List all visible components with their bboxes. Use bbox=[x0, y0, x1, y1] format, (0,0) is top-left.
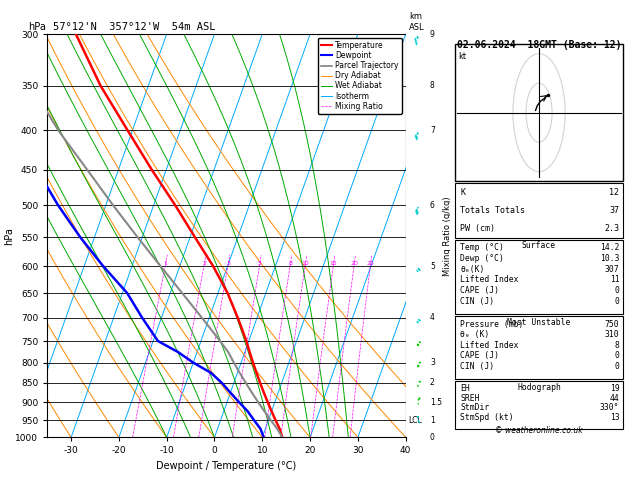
Text: 6: 6 bbox=[430, 201, 435, 209]
Text: θₑ(K): θₑ(K) bbox=[460, 265, 485, 274]
Text: Temp (°C): Temp (°C) bbox=[460, 243, 504, 252]
Text: 0: 0 bbox=[615, 362, 620, 371]
Text: 12: 12 bbox=[610, 188, 620, 197]
Text: 10.3: 10.3 bbox=[600, 254, 620, 263]
Text: 14.2: 14.2 bbox=[600, 243, 620, 252]
Text: Lifted Index: Lifted Index bbox=[460, 276, 519, 284]
Text: 1: 1 bbox=[164, 261, 167, 266]
Text: 8: 8 bbox=[430, 81, 435, 90]
Text: 19: 19 bbox=[610, 384, 620, 393]
Text: 0: 0 bbox=[430, 433, 435, 442]
Text: StmDir: StmDir bbox=[460, 403, 490, 413]
Text: 2.3: 2.3 bbox=[604, 224, 620, 233]
Text: 3: 3 bbox=[226, 261, 230, 266]
Text: 25: 25 bbox=[367, 261, 375, 266]
Text: 3: 3 bbox=[430, 358, 435, 367]
Text: Pressure (mb): Pressure (mb) bbox=[460, 320, 524, 329]
Text: kt: kt bbox=[459, 52, 467, 61]
Text: Dewp (°C): Dewp (°C) bbox=[460, 254, 504, 263]
Text: 10: 10 bbox=[302, 261, 309, 266]
Text: 0: 0 bbox=[615, 286, 620, 295]
Text: SREH: SREH bbox=[460, 394, 480, 403]
Text: 4: 4 bbox=[430, 313, 435, 322]
Bar bbox=[455, 316, 623, 379]
Bar bbox=[455, 381, 623, 429]
Text: 5: 5 bbox=[258, 261, 262, 266]
Text: 15: 15 bbox=[330, 261, 338, 266]
Text: 0: 0 bbox=[615, 351, 620, 360]
Bar bbox=[455, 240, 623, 314]
Text: CAPE (J): CAPE (J) bbox=[460, 351, 499, 360]
Text: StmSpd (kt): StmSpd (kt) bbox=[460, 413, 514, 422]
Text: 1.5: 1.5 bbox=[430, 398, 442, 407]
Text: Most Unstable: Most Unstable bbox=[508, 318, 571, 327]
Text: 57°12'N  357°12'W  54m ASL: 57°12'N 357°12'W 54m ASL bbox=[53, 21, 216, 32]
Text: 5: 5 bbox=[430, 262, 435, 271]
Text: © weatheronline.co.uk: © weatheronline.co.uk bbox=[495, 426, 583, 435]
Text: 44: 44 bbox=[610, 394, 620, 403]
Text: 2: 2 bbox=[203, 261, 206, 266]
Text: Mixing Ratio (g/kg): Mixing Ratio (g/kg) bbox=[443, 196, 452, 276]
Text: 307: 307 bbox=[605, 265, 620, 274]
Bar bbox=[455, 183, 623, 238]
Text: 8: 8 bbox=[615, 341, 620, 350]
Text: Totals Totals: Totals Totals bbox=[460, 206, 525, 215]
Text: EH: EH bbox=[460, 384, 470, 393]
Text: 330°: 330° bbox=[600, 403, 620, 413]
Text: LCL: LCL bbox=[408, 416, 421, 425]
Text: CIN (J): CIN (J) bbox=[460, 296, 494, 306]
Text: 750: 750 bbox=[605, 320, 620, 329]
Legend: Temperature, Dewpoint, Parcel Trajectory, Dry Adiabat, Wet Adiabat, Isotherm, Mi: Temperature, Dewpoint, Parcel Trajectory… bbox=[318, 38, 402, 114]
Text: km
ASL: km ASL bbox=[409, 12, 425, 32]
Text: 310: 310 bbox=[605, 330, 620, 339]
Text: 13: 13 bbox=[610, 413, 620, 422]
Bar bbox=[455, 44, 623, 181]
Text: 37: 37 bbox=[610, 206, 620, 215]
Text: Surface: Surface bbox=[522, 242, 556, 250]
X-axis label: Dewpoint / Temperature (°C): Dewpoint / Temperature (°C) bbox=[157, 461, 296, 471]
Text: θₑ (K): θₑ (K) bbox=[460, 330, 490, 339]
Text: 7: 7 bbox=[430, 126, 435, 135]
Text: PW (cm): PW (cm) bbox=[460, 224, 496, 233]
Text: 1: 1 bbox=[430, 416, 435, 425]
Text: 11: 11 bbox=[610, 276, 620, 284]
Text: Hodograph: Hodograph bbox=[517, 382, 561, 392]
Text: 0: 0 bbox=[615, 296, 620, 306]
Y-axis label: hPa: hPa bbox=[4, 227, 14, 244]
Text: 02.06.2024  18GMT (Base: 12): 02.06.2024 18GMT (Base: 12) bbox=[457, 40, 621, 50]
Text: CIN (J): CIN (J) bbox=[460, 362, 494, 371]
Text: K: K bbox=[460, 188, 465, 197]
Text: 9: 9 bbox=[430, 30, 435, 38]
Text: hPa: hPa bbox=[28, 21, 46, 32]
Text: 8: 8 bbox=[289, 261, 292, 266]
Text: 20: 20 bbox=[350, 261, 359, 266]
Text: 2: 2 bbox=[430, 379, 435, 387]
Text: CAPE (J): CAPE (J) bbox=[460, 286, 499, 295]
Text: Lifted Index: Lifted Index bbox=[460, 341, 519, 350]
